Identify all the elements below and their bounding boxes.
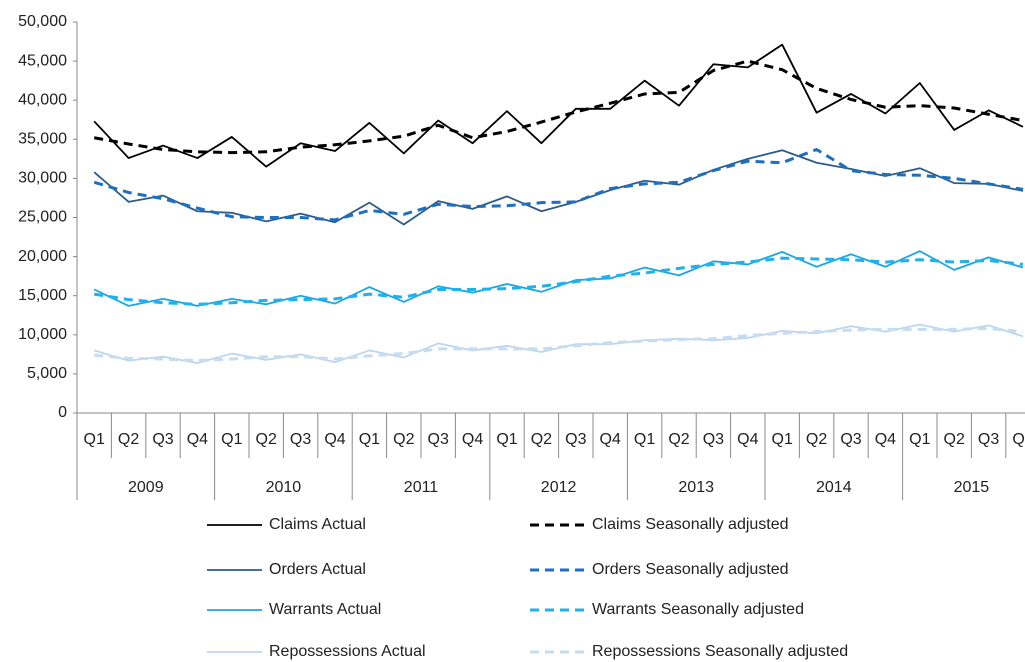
year-label: 2013 [678, 479, 714, 496]
y-tick-label: 20,000 [18, 248, 67, 265]
x-tick-label: Q1 [634, 431, 655, 448]
x-tick-label: Q1 [909, 431, 930, 448]
y-tick-label: 5,000 [27, 365, 67, 382]
series-line [93, 59, 1024, 155]
x-tick-label: Q3 [152, 431, 173, 448]
series-line [93, 256, 1024, 306]
y-tick-label: 15,000 [18, 287, 67, 304]
x-tick-label: Q4 [462, 431, 483, 448]
x-tick-label: Q1 [496, 431, 517, 448]
year-label: 2011 [404, 479, 439, 496]
y-tick-label: 40,000 [18, 91, 67, 108]
y-tick-label: 35,000 [18, 131, 67, 148]
y-tick-label: 0 [58, 404, 67, 421]
x-tick-label: Q2 [668, 431, 689, 448]
x-tick-label: Q3 [290, 431, 311, 448]
x-tick-label: Q3 [428, 431, 449, 448]
x-tick-label: Q2 [118, 431, 139, 448]
series-line [94, 327, 1024, 363]
series-line [93, 149, 1024, 226]
x-tick-label: Q2 [806, 431, 827, 448]
x-tick-label: Q1 [84, 431, 105, 448]
legend-label: Repossessions Actual [269, 643, 426, 660]
year-label: 2010 [266, 479, 302, 496]
x-tick-label: Q4 [1012, 431, 1025, 448]
series-line [93, 147, 1024, 222]
x-tick-label: Q4 [324, 431, 345, 448]
year-label: 2012 [541, 479, 577, 496]
legend-label: Claims Seasonally adjusted [592, 516, 789, 533]
series-line [93, 323, 1024, 364]
y-tick-label: 45,000 [18, 52, 67, 69]
x-tick-label: Q4 [600, 431, 621, 448]
legend-label: Orders Actual [269, 561, 366, 578]
x-tick-label: Q2 [944, 431, 965, 448]
year-label: 2014 [816, 479, 852, 496]
x-tick-label: Q1 [359, 431, 380, 448]
legend-label: Warrants Seasonally adjusted [592, 601, 804, 618]
x-tick-label: Q2 [531, 431, 552, 448]
y-tick-label: 25,000 [18, 209, 67, 226]
x-tick-label: Q3 [703, 431, 724, 448]
x-tick-label: Q2 [393, 431, 414, 448]
x-tick-label: Q3 [978, 431, 999, 448]
x-tick-label: Q2 [256, 431, 277, 448]
x-tick-label: Q1 [772, 431, 793, 448]
y-tick-label: 30,000 [18, 170, 67, 187]
x-tick-label: Q3 [565, 431, 586, 448]
legend-label: Orders Seasonally adjusted [592, 561, 789, 578]
legend-label: Warrants Actual [269, 601, 381, 618]
x-tick-label: Q4 [737, 431, 758, 448]
year-label: 2015 [954, 479, 990, 496]
x-tick-label: Q4 [187, 431, 208, 448]
y-tick-label: 10,000 [18, 326, 67, 343]
year-label: 2009 [128, 479, 164, 496]
x-tick-label: Q3 [840, 431, 861, 448]
legend-label: Claims Actual [269, 516, 366, 533]
x-tick-label: Q1 [221, 431, 242, 448]
y-tick-label: 50,000 [18, 13, 67, 30]
series-line [93, 250, 1024, 307]
x-tick-label: Q4 [875, 431, 896, 448]
legend-label: Repossessions Seasonally adjusted [592, 643, 848, 660]
